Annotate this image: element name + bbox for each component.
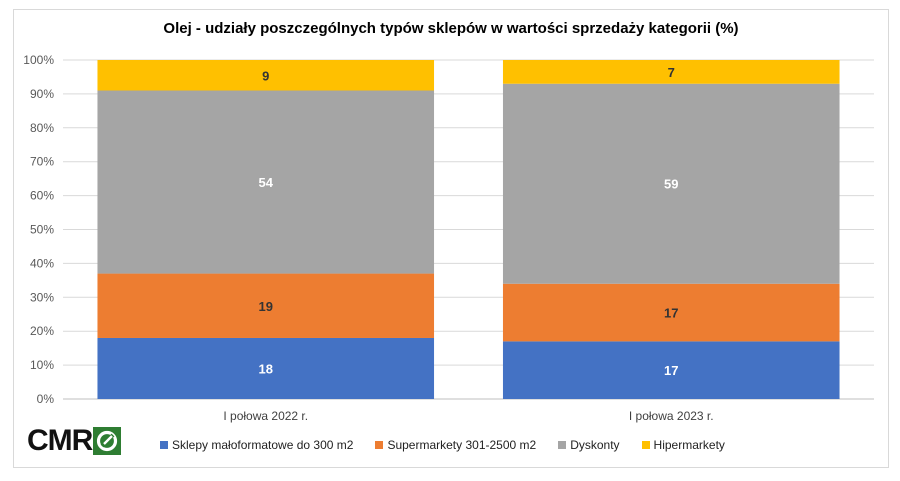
y-tick-label: 30%	[30, 290, 54, 304]
y-tick-label: 40%	[30, 256, 54, 270]
legend-item: Dyskonty	[558, 438, 620, 452]
legend-item: Sklepy małoformatowe do 300 m2	[160, 438, 353, 452]
bar-segment	[97, 273, 435, 338]
data-label: 19	[259, 299, 273, 314]
data-label: 17	[664, 363, 678, 378]
data-label: 18	[259, 361, 273, 376]
cmr-logo: CMR	[27, 424, 122, 457]
bar-segment	[97, 337, 435, 399]
y-tick-label: 80%	[30, 121, 54, 135]
data-label: 59	[664, 177, 678, 192]
y-tick-label: 0%	[37, 392, 55, 406]
data-label: 54	[259, 175, 274, 190]
x-tick-label: I połowa 2022 r.	[223, 409, 308, 423]
y-tick-label: 90%	[30, 87, 54, 101]
bar-segment	[502, 83, 840, 284]
y-tick-label: 70%	[30, 155, 54, 169]
legend-swatch	[641, 441, 650, 449]
bar-segment	[502, 283, 840, 342]
legend-item: Supermarkety 301-2500 m2	[375, 438, 536, 452]
bar-segment	[97, 60, 435, 91]
legend-item: Hipermarkety	[641, 438, 725, 452]
y-tick-label: 10%	[30, 358, 54, 372]
legend-label: Supermarkety 301-2500 m2	[387, 438, 537, 452]
bar-segment	[97, 90, 435, 274]
bar-segment	[502, 341, 840, 399]
logo-mark-icon	[93, 427, 122, 455]
chart-title: Olej - udziały poszczególnych typów skle…	[163, 20, 739, 37]
y-tick-label: 100%	[23, 53, 54, 67]
legend-swatch	[558, 441, 567, 449]
x-tick-label: I połowa 2023 r.	[629, 409, 714, 423]
y-tick-label: 20%	[30, 324, 54, 338]
legend-label: Sklepy małoformatowe do 300 m2	[172, 438, 354, 452]
data-label: 9	[262, 68, 269, 83]
data-label: 7	[668, 65, 675, 80]
legend-label: Hipermarkety	[653, 438, 725, 452]
legend-label: Dyskonty	[570, 438, 620, 452]
legend-swatch	[160, 441, 168, 449]
legend-swatch	[375, 441, 384, 449]
chart-legend: Sklepy małoformatowe do 300 m2 Supermarke…	[160, 438, 747, 452]
y-tick-label: 50%	[30, 223, 54, 237]
y-tick-label: 60%	[30, 189, 54, 203]
bar-segment	[502, 60, 840, 84]
logo-text: CMR	[27, 424, 93, 457]
data-label: 17	[664, 306, 678, 321]
